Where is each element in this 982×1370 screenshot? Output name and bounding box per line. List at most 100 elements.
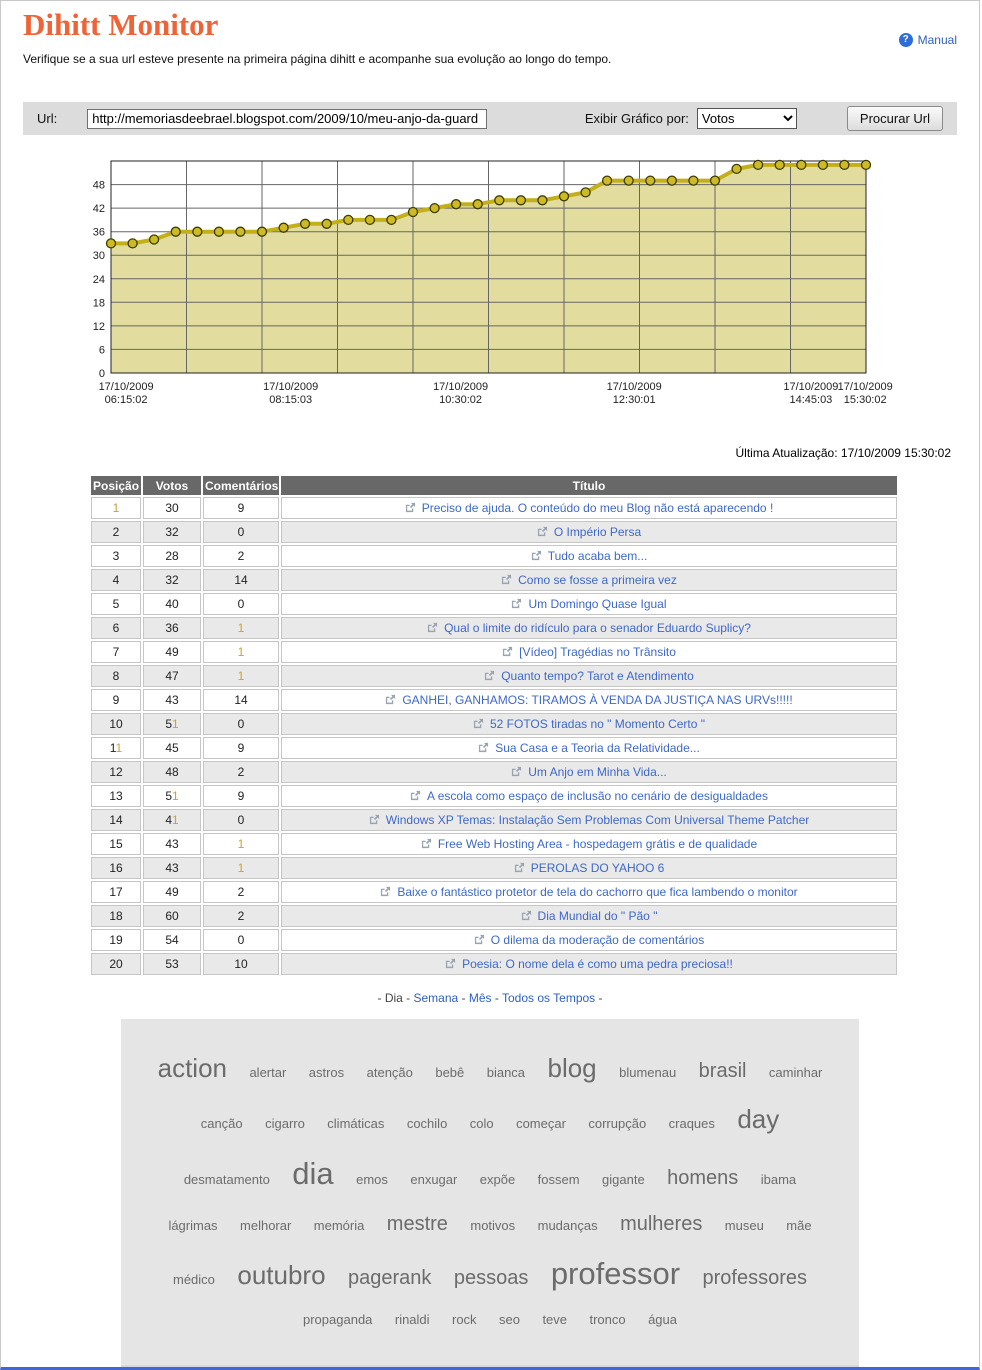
tag-climáticas[interactable]: climáticas	[327, 1115, 385, 1131]
period-links: - Dia - Semana - Mês - Todos os Tempos -	[377, 991, 603, 1005]
tag-astros[interactable]: astros	[308, 1065, 345, 1080]
external-link-icon	[473, 718, 484, 732]
tag-bianca[interactable]: bianca	[486, 1065, 526, 1080]
title-link[interactable]: Um Anjo em Minha Vida...	[528, 764, 667, 779]
title-link[interactable]: Windows XP Temas: Instalação Sem Problem…	[385, 812, 810, 827]
tag-cigarro[interactable]: cigarro	[265, 1115, 305, 1131]
tag-pessoas[interactable]: pessoas	[453, 1266, 529, 1289]
position-cell: 2	[91, 521, 141, 543]
tag-canção[interactable]: canção	[200, 1115, 243, 1131]
tag-blumenau[interactable]: blumenau	[619, 1065, 677, 1080]
votes-cell: 43	[143, 857, 201, 879]
tag-museu[interactable]: museu	[724, 1217, 764, 1233]
tag-mestre[interactable]: mestre	[386, 1212, 448, 1235]
tag-alertar[interactable]: alertar	[249, 1065, 287, 1080]
tag-desmatamento[interactable]: desmatamento	[183, 1172, 270, 1188]
tag-lágrimas[interactable]: lágrimas	[168, 1217, 218, 1233]
external-link-icon	[369, 814, 380, 828]
tag-água[interactable]: água	[648, 1312, 677, 1328]
manual-link[interactable]: Manual	[917, 33, 957, 47]
tag-rinaldi[interactable]: rinaldi	[394, 1312, 430, 1328]
tag-emos[interactable]: emos	[356, 1172, 388, 1188]
tag-dia[interactable]: dia	[292, 1156, 334, 1192]
comments-cell: 2	[203, 545, 279, 567]
tag-professores[interactable]: professores	[702, 1266, 808, 1289]
tag-teve[interactable]: teve	[542, 1312, 568, 1328]
tag-melhorar[interactable]: melhorar	[240, 1217, 292, 1233]
tag-fossem[interactable]: fossem	[537, 1172, 580, 1188]
tag-professor[interactable]: professor	[550, 1255, 681, 1291]
comments-cell: 1	[203, 665, 279, 687]
title-link[interactable]: Dia Mundial do " Pão "	[537, 908, 658, 923]
title-link[interactable]: PEROLAS DO YAHOO 6	[530, 860, 665, 875]
y-tick-label: 42	[93, 203, 105, 215]
tag-enxugar[interactable]: enxugar	[410, 1172, 458, 1188]
tag-motivos[interactable]: motivos	[470, 1217, 516, 1233]
tag-expõe[interactable]: expõe	[479, 1172, 516, 1188]
tag-mulheres[interactable]: mulheres	[620, 1212, 703, 1235]
tag-colo[interactable]: colo	[469, 1115, 494, 1131]
period-link-semana[interactable]: Semana	[413, 991, 459, 1005]
title-link[interactable]: [Vídeo] Tragédias no Trânsito	[519, 644, 676, 659]
title-link[interactable]: Qual o limite do ridículo para o senador…	[444, 620, 751, 635]
tag-tronco[interactable]: tronco	[589, 1312, 626, 1328]
tag-homens[interactable]: homens	[667, 1167, 739, 1190]
title-link[interactable]: GANHEI, GANHAMOS: TIRAMOS À VENDA DA JUS…	[402, 692, 793, 707]
tag-memória[interactable]: memória	[313, 1217, 365, 1233]
votes-cell: 36	[143, 617, 201, 639]
votes-chart-svg: 0 6 12 18 24 30 36 42 48 17/10/2009 06:15:02 17/10/…	[93, 159, 893, 406]
tag-gigante[interactable]: gigante	[602, 1172, 645, 1188]
tag-seo[interactable]: seo	[499, 1312, 520, 1328]
y-tick-label: 12	[93, 321, 105, 333]
title-link[interactable]: O Império Persa	[553, 524, 642, 539]
table-row: 15 43 1 Free Web Hosting Area - hospedag…	[91, 833, 897, 855]
period-link-mês[interactable]: Mês	[468, 991, 492, 1005]
title-link[interactable]: O dilema da moderação de comentários	[490, 932, 705, 947]
title-link[interactable]: Baixe o fantástico protetor de tela do c…	[397, 884, 798, 899]
table-row: 14 41 0 Windows XP Temas: Instalação Sem…	[91, 809, 897, 831]
votes-cell: 32	[143, 521, 201, 543]
tag-craques[interactable]: craques	[668, 1115, 715, 1131]
title-link[interactable]: 52 FOTOS tiradas no " Momento Certo "	[489, 716, 706, 731]
title-link[interactable]: Poesia: O nome dela é como uma pedra pre…	[462, 956, 733, 971]
tag-action[interactable]: action	[157, 1053, 227, 1083]
title-link[interactable]: A escola como espaço de inclusão no cená…	[427, 788, 768, 803]
period-link-todos-os-tempos[interactable]: Todos os Tempos	[502, 991, 596, 1005]
title-link[interactable]: Tudo acaba bem...	[547, 548, 648, 563]
tag-atenção[interactable]: atenção	[366, 1065, 413, 1080]
url-input[interactable]	[87, 108, 488, 129]
data-point-marker	[839, 159, 850, 171]
data-point-marker	[731, 163, 742, 175]
tag-médico[interactable]: médico	[172, 1271, 215, 1287]
votes-cell: 48	[143, 761, 201, 783]
tag-cloud: action alertar astros atenção bebê bianc…	[121, 1019, 859, 1368]
tag-corrupção[interactable]: corrupção	[588, 1115, 647, 1131]
tag-pagerank[interactable]: pagerank	[348, 1266, 432, 1289]
tag-mudanças[interactable]: mudanças	[537, 1217, 598, 1233]
tag-cochilo[interactable]: cochilo	[406, 1115, 448, 1131]
title-link[interactable]: Um Domingo Quase Igual	[528, 596, 667, 611]
title-link[interactable]: Como se fosse a primeira vez	[518, 572, 677, 587]
column-header-comments: Comentários	[203, 476, 279, 495]
tag-propaganda[interactable]: propaganda	[303, 1312, 373, 1328]
tag-rock[interactable]: rock	[452, 1312, 477, 1328]
external-link-icon	[474, 934, 485, 948]
title-link[interactable]: Free Web Hosting Area - hospedagem gráti…	[437, 836, 758, 851]
tag-brasil[interactable]: brasil	[698, 1060, 747, 1082]
graph-by-select[interactable]: Votos	[696, 108, 797, 129]
title-link[interactable]: Quanto tempo? Tarot e Atendimento	[501, 668, 694, 683]
tag-outubro[interactable]: outubro	[237, 1259, 326, 1290]
tag-blog[interactable]: blog	[547, 1053, 597, 1083]
tag-bebê[interactable]: bebê	[435, 1065, 465, 1080]
tag-mãe[interactable]: mãe	[786, 1217, 812, 1233]
tag-ibama[interactable]: ibama	[760, 1172, 797, 1188]
tag-caminhar[interactable]: caminhar	[768, 1065, 823, 1080]
tag-começar[interactable]: começar	[516, 1115, 566, 1131]
table-row: 2 32 0 O Império Persa	[91, 521, 897, 543]
search-url-button[interactable]: Procurar Url	[846, 106, 943, 131]
title-link[interactable]: Sua Casa e a Teoria da Relatividade...	[495, 740, 700, 755]
comments-cell: 9	[203, 737, 279, 759]
votes-cell: 47	[143, 665, 201, 687]
title-link[interactable]: Preciso de ajuda. O conteúdo do meu Blog…	[421, 500, 774, 515]
tag-day[interactable]: day	[737, 1103, 780, 1134]
